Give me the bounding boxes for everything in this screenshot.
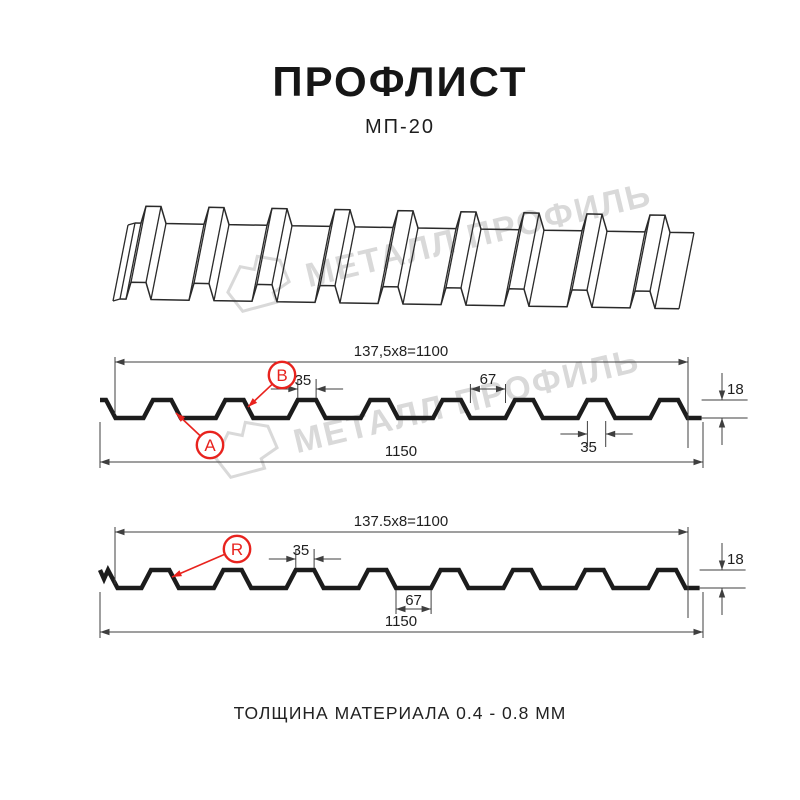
dim-line	[586, 214, 603, 291]
arrowhead	[248, 398, 258, 407]
material-thickness-caption: ТОЛЩИНА МАТЕРИАЛА 0.4 - 0.8 ММ	[233, 703, 567, 723]
arrowhead	[316, 385, 326, 393]
dim-line	[377, 227, 394, 304]
label-a-callout-circle	[195, 430, 225, 460]
arrowhead	[718, 390, 726, 400]
dim-label: 18	[727, 551, 744, 568]
arrowhead	[718, 560, 726, 570]
dim-label: 1150	[385, 613, 417, 630]
arrowhead	[176, 413, 186, 422]
cross-section-reverse-side: 137.5x8=1100 35 18 1150 67 R	[97, 513, 746, 638]
dim-line	[678, 232, 695, 309]
arrowhead	[470, 385, 480, 393]
label-a-callout-letter: A	[204, 436, 216, 455]
profile-model-name: МП-20	[365, 116, 435, 138]
dim-line	[119, 222, 136, 300]
dim-line	[591, 231, 608, 308]
dim-line	[634, 214, 651, 292]
dim-line	[334, 209, 351, 286]
sheet-near-edge	[119, 281, 680, 310]
dim-line	[130, 206, 147, 283]
dim-line	[402, 227, 419, 305]
arrowhead	[678, 528, 688, 536]
arrowhead	[605, 430, 616, 438]
dim-label: 67	[405, 592, 422, 609]
sheet-far-edge	[134, 205, 695, 234]
profile-outline-front-side	[100, 397, 702, 421]
dim-label: 18	[727, 381, 744, 398]
dim-line	[571, 213, 588, 291]
arrowhead	[577, 430, 588, 438]
dim-line	[319, 209, 336, 286]
dim-line	[629, 231, 646, 309]
dim-line	[508, 212, 525, 289]
dim-line	[112, 224, 129, 302]
label-b-callout-circle	[267, 360, 297, 390]
dim-label: 67	[480, 371, 497, 388]
arrowhead	[693, 458, 703, 466]
dim-line	[193, 207, 210, 284]
dim-line	[213, 224, 230, 301]
dim-line	[566, 230, 583, 307]
arrowhead	[115, 358, 125, 366]
arrowhead	[693, 628, 703, 636]
dim-line	[460, 211, 477, 289]
arrowhead	[100, 628, 110, 636]
arrowhead	[496, 385, 506, 393]
dim-line	[125, 222, 142, 300]
dim-line	[528, 230, 545, 307]
dim-line	[256, 208, 273, 285]
dim-line	[523, 212, 540, 290]
dim-line	[271, 208, 288, 285]
dim-label: 137,5x8=1100	[354, 343, 448, 360]
label-r-callout-circle	[222, 534, 252, 564]
dim-label: 1150	[385, 443, 417, 460]
dim-line	[314, 226, 331, 303]
arrowhead	[678, 358, 688, 366]
dim-line	[440, 228, 457, 305]
dim-line	[445, 211, 462, 288]
label-r-callout-letter: R	[231, 540, 243, 559]
arrowhead	[100, 458, 110, 466]
dim-label: 35	[295, 372, 312, 389]
sheet-3d-view	[112, 205, 695, 310]
label-b-callout-letter: B	[276, 366, 287, 385]
page-title: ПРОФЛИСТ	[272, 58, 528, 105]
dim-label: 35	[293, 542, 310, 559]
dim-line	[188, 224, 205, 301]
profile-outline-reverse-side	[97, 564, 700, 591]
arrowhead	[718, 588, 726, 598]
arrowhead	[115, 528, 125, 536]
arrowhead	[718, 418, 726, 428]
dim-line	[251, 225, 268, 302]
dim-line	[654, 232, 671, 309]
dim-line	[339, 226, 356, 303]
arrowhead	[172, 570, 182, 577]
dim-line	[465, 228, 482, 306]
arrowhead	[421, 605, 432, 613]
dim-line	[127, 222, 136, 226]
dim-line	[276, 225, 293, 302]
arrowhead	[396, 605, 406, 613]
dim-label: 137.5x8=1100	[354, 513, 448, 530]
cross-section-front-side: 137,5x8=1100 35 18 1150 67 35 A B	[99, 343, 748, 468]
dim-line	[503, 229, 520, 306]
dim-line	[397, 210, 414, 287]
arrowhead	[314, 555, 324, 563]
dim-label: 35	[580, 439, 597, 456]
arrowhead	[288, 385, 298, 393]
arrowhead	[286, 555, 296, 563]
dim-line	[382, 210, 399, 287]
dim-line	[208, 207, 225, 284]
dim-line	[150, 223, 167, 300]
dim-line	[112, 298, 121, 302]
dim-line	[649, 215, 666, 292]
dim-line	[145, 206, 162, 283]
